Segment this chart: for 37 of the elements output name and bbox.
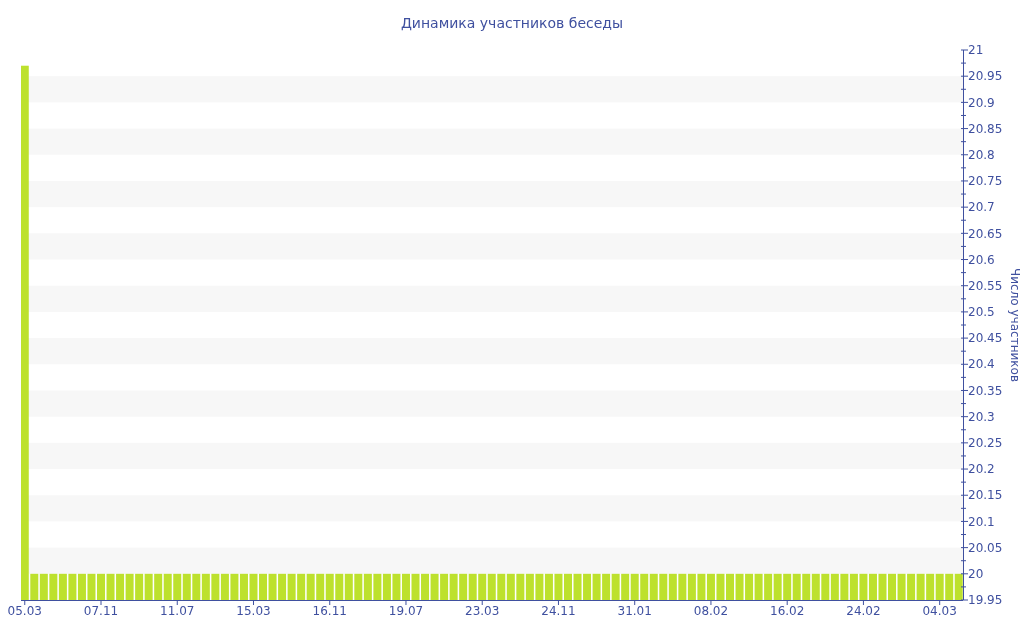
x-tick-label: 19.07 [388,604,424,618]
y-tick-label: 20.45 [968,331,1003,346]
y-tick-label: 20.55 [968,278,1003,293]
y-tick-label: 20.25 [968,436,1003,451]
y-tick-label: 20.7 [968,200,995,215]
y-tick-label: 20 [968,567,984,582]
y-tick-label: 20.35 [968,383,1003,398]
x-tick-label: 08.02 [693,604,729,618]
x-tick-label: 16.02 [770,604,805,618]
y-tick-label: 20.95 [968,69,1003,84]
x-tick-label: 31.01 [617,604,652,618]
y-tick-label: 20.8 [968,147,995,162]
x-tick-label: 15.03 [236,604,271,618]
y-tick-label: 20.85 [968,121,1003,136]
x-tick-label: 24.02 [846,604,881,618]
y-tick-label: 20.6 [968,252,995,267]
x-tick-label: 11.07 [160,604,195,618]
y-tick-label: 21 [968,43,984,58]
y-tick-label: 20.75 [968,174,1003,189]
y-tick-label: 20.1 [968,514,995,529]
y-tick-label: 20.3 [968,409,995,424]
y-tick-label: 20.9 [968,95,995,110]
y-axis-title: Число участников [1008,268,1022,382]
x-tick-label: 05.03 [7,604,42,618]
y-tick-label: 20.65 [968,226,1003,241]
y-tick-label: 19.95 [968,593,1003,608]
y-tick-label: 20.5 [968,305,995,320]
x-tick-label: 16.11 [312,604,347,618]
x-tick-label: 07.11 [83,604,119,618]
x-tick-label: 24.11 [541,604,576,618]
y-tick-label: 20.4 [968,357,995,372]
x-tick-label: 04.03 [922,604,957,618]
x-tick-label: 23.03 [465,604,500,618]
y-tick-label: 20.2 [968,462,995,477]
y-tick-label: 20.15 [968,488,1003,503]
chart-title: Динамика участников беседы [400,15,624,31]
y-tick-label: 20.05 [968,540,1003,555]
